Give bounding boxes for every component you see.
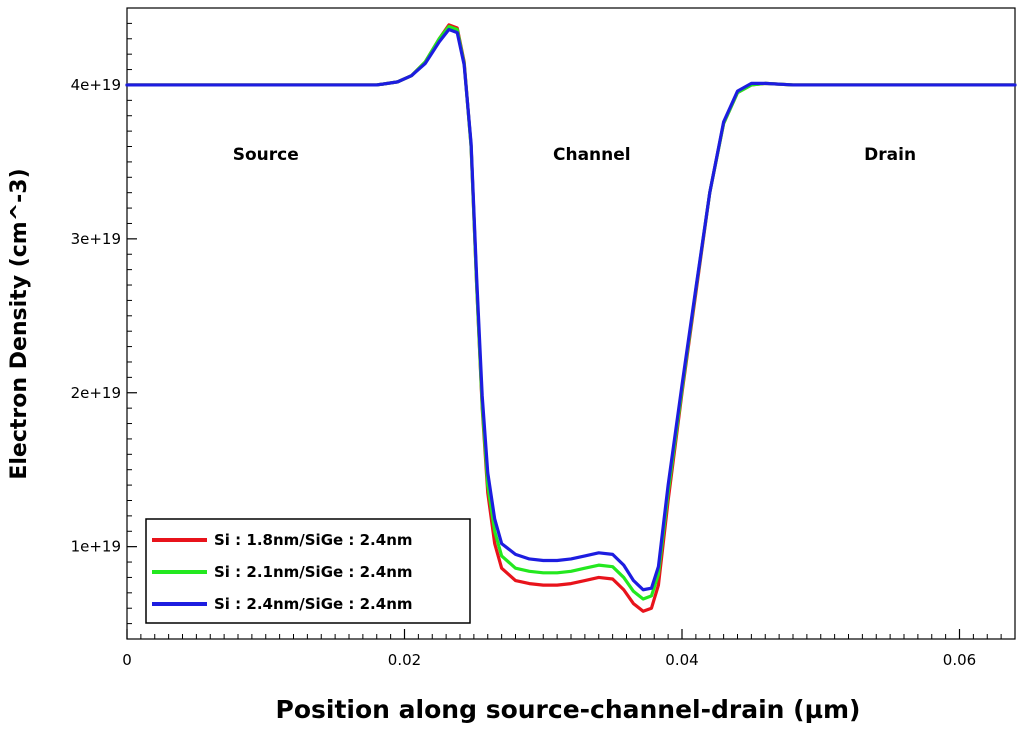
region-labels: Source Channel Drain xyxy=(233,145,916,165)
x-tick-label: 0.04 xyxy=(665,651,698,669)
legend-label-3: Si : 2.4nm/SiGe : 2.4nm xyxy=(214,595,413,613)
legend: Si : 1.8nm/SiGe : 2.4nm Si : 2.1nm/SiGe :… xyxy=(145,518,471,624)
series-layer xyxy=(125,23,1017,613)
y-tick-label: 3e+19 xyxy=(71,230,121,248)
x-tick-label: 0 xyxy=(122,651,132,669)
x-tick-label: 0.02 xyxy=(388,651,421,669)
y-tick-label: 2e+19 xyxy=(71,384,121,402)
series-line-2 xyxy=(125,24,1017,601)
region-label-drain: Drain xyxy=(864,145,916,165)
region-label-source: Source xyxy=(233,145,299,165)
y-axis: 1e+19 2e+19 3e+19 4e+19 xyxy=(71,7,137,625)
region-label-channel: Channel xyxy=(553,145,631,165)
x-axis-title: Position along source-channel-drain (µm) xyxy=(276,695,861,724)
y-tick-label: 1e+19 xyxy=(71,538,121,556)
x-axis: 0 0.02 0.04 0.06 xyxy=(122,629,1016,669)
y-tick-label: 4e+19 xyxy=(71,76,121,94)
x-tick-label: 0.06 xyxy=(943,651,976,669)
legend-label-1: Si : 1.8nm/SiGe : 2.4nm xyxy=(214,531,413,549)
legend-label-2: Si : 2.1nm/SiGe : 2.4nm xyxy=(214,563,413,581)
y-axis-title: Electron Density (cm^-3) xyxy=(7,168,32,479)
series-line-3 xyxy=(125,27,1017,592)
